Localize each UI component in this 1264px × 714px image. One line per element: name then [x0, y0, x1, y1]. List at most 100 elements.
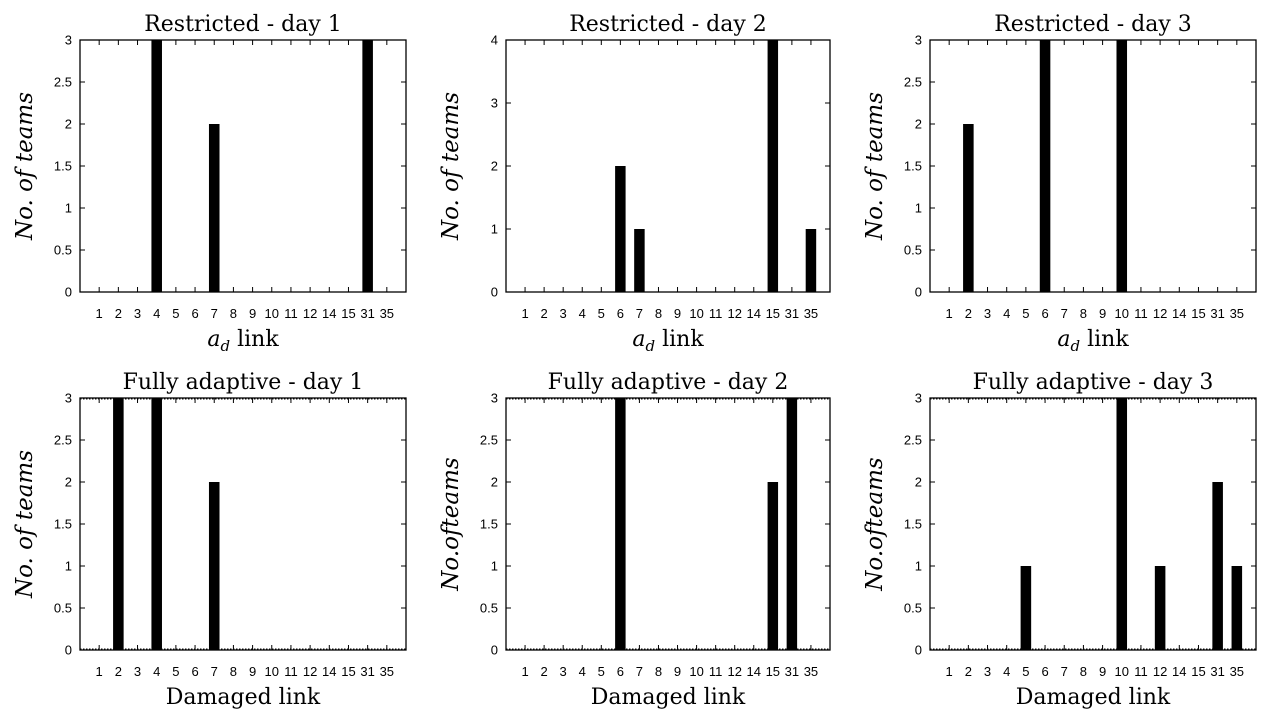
x-tick-label: 3 — [560, 306, 567, 321]
x-tick-label: 9 — [249, 664, 256, 679]
x-tick-label: 10 — [265, 306, 279, 321]
y-tick-label: 0.5 — [54, 243, 72, 258]
y-tick-label: 3 — [491, 96, 498, 111]
x-tick-label: 6 — [617, 306, 624, 321]
x-tick-label: 12 — [727, 306, 741, 321]
y-tick-label: 3 — [915, 33, 922, 48]
x-tick-label: 12 — [1153, 664, 1167, 679]
y-tick-label: 2.5 — [54, 75, 72, 90]
x-tick-label: 11 — [284, 306, 298, 321]
x-tick-label: 11 — [709, 306, 723, 321]
y-tick-label: 1 — [65, 559, 72, 574]
x-tick-label: 11 — [1134, 306, 1148, 321]
bar-4 — [151, 40, 162, 292]
x-tick-label: 35 — [804, 306, 818, 321]
x-tick-label: 2 — [115, 664, 122, 679]
y-tick-label: 1 — [65, 201, 72, 216]
bar-31 — [362, 40, 373, 292]
plot-area-frame — [79, 397, 407, 651]
x-tick-label: 11 — [284, 664, 298, 679]
x-tick-label: 1 — [521, 664, 528, 679]
x-tick-label: 7 — [1061, 664, 1068, 679]
x-tick-label: 15 — [766, 664, 780, 679]
x-tick-label: 7 — [636, 664, 643, 679]
x-tick-label: 5 — [598, 664, 605, 679]
y-tick-label: 2.5 — [904, 433, 922, 448]
bar-7 — [208, 482, 220, 650]
x-tick-label: 5 — [172, 664, 179, 679]
y-tick-label: 0.5 — [904, 601, 922, 616]
y-tick-label: 1.5 — [904, 517, 922, 532]
x-tick-label: 5 — [1022, 664, 1029, 679]
x-axis-label: ad link — [632, 327, 704, 355]
x-tick-label: 35 — [380, 664, 394, 679]
x-tick-label: 15 — [1191, 664, 1205, 679]
x-tick-label: 14 — [1172, 306, 1186, 321]
y-tick-label: 4 — [491, 33, 498, 48]
bar-10 — [1116, 40, 1128, 292]
plot-area-frame — [929, 397, 1257, 651]
x-tick-label: 8 — [230, 306, 237, 321]
y-axis-label: No. of teams — [438, 92, 464, 241]
x-tick-label: 12 — [303, 664, 317, 679]
plot-area-frame — [929, 39, 1257, 293]
y-tick-label: 3 — [491, 391, 498, 406]
bar-15 — [767, 40, 779, 292]
x-tick-label: 5 — [172, 306, 179, 321]
x-tick-label: 31 — [360, 306, 374, 321]
x-tick-label: 1 — [946, 664, 953, 679]
x-tick-label: 6 — [1041, 306, 1048, 321]
y-axis-label: No. of teams — [12, 92, 38, 241]
x-tick-label: 2 — [541, 306, 548, 321]
chart-title: Fully adaptive - day 3 — [973, 370, 1214, 395]
y-tick-label: 2 — [65, 475, 72, 490]
x-tick-label: 3 — [984, 664, 991, 679]
x-tick-label: 1 — [96, 306, 103, 321]
bar-35 — [1231, 566, 1243, 650]
bar-5 — [1020, 566, 1032, 650]
x-tick-label: 7 — [636, 306, 643, 321]
bar-10 — [1116, 398, 1128, 650]
chart-title: Fully adaptive - day 1 — [123, 370, 364, 395]
x-tick-label: 1 — [96, 664, 103, 679]
x-tick-label: 9 — [674, 306, 681, 321]
x-tick-label: 4 — [1003, 306, 1010, 321]
bar-15 — [767, 482, 779, 650]
y-axis-label: No. of teams — [862, 92, 888, 241]
x-tick-label: 31 — [1210, 664, 1224, 679]
plot-area-frame — [79, 39, 407, 293]
y-tick-label: 0 — [491, 643, 498, 658]
x-tick-label: 4 — [579, 306, 586, 321]
y-tick-label: 1 — [491, 222, 498, 237]
x-tick-label: 10 — [1115, 664, 1129, 679]
x-tick-label: 10 — [689, 306, 703, 321]
x-tick-label: 14 — [747, 306, 761, 321]
x-tick-label: 15 — [766, 306, 780, 321]
chart-panel-4: Fully adaptive - day 100.511.522.531 2 3 4 5… — [12, 370, 407, 710]
x-tick-label: 2 — [541, 664, 548, 679]
x-tick-label: 1 — [521, 306, 528, 321]
bar-7 — [634, 229, 645, 292]
y-tick-label: 0 — [915, 285, 922, 300]
chart-title: Restricted - day 2 — [569, 12, 767, 37]
x-axis-label: ad link — [1057, 327, 1129, 355]
x-tick-label: 14 — [1172, 664, 1186, 679]
x-tick-label: 5 — [1022, 306, 1029, 321]
x-tick-label: 2 — [965, 664, 972, 679]
x-tick-label: 9 — [674, 664, 681, 679]
bar-31 — [786, 398, 798, 650]
y-tick-label: 0.5 — [54, 601, 72, 616]
chart-panel-6: Fully adaptive - day 300.511.522.531 2 3 4 5… — [862, 370, 1257, 710]
chart-panel-5: Fully adaptive - day 200.511.522.531 2 3 4 5… — [438, 370, 831, 710]
x-tick-label: 8 — [1080, 664, 1087, 679]
x-tick-label: 5 — [598, 306, 605, 321]
x-tick-label: 35 — [1230, 664, 1244, 679]
y-tick-label: 2.5 — [904, 75, 922, 90]
x-tick-label: 2 — [965, 306, 972, 321]
bar-6 — [615, 166, 626, 292]
x-tick-label: 31 — [785, 664, 799, 679]
x-tick-label: 31 — [360, 664, 374, 679]
y-tick-label: 2.5 — [480, 433, 498, 448]
